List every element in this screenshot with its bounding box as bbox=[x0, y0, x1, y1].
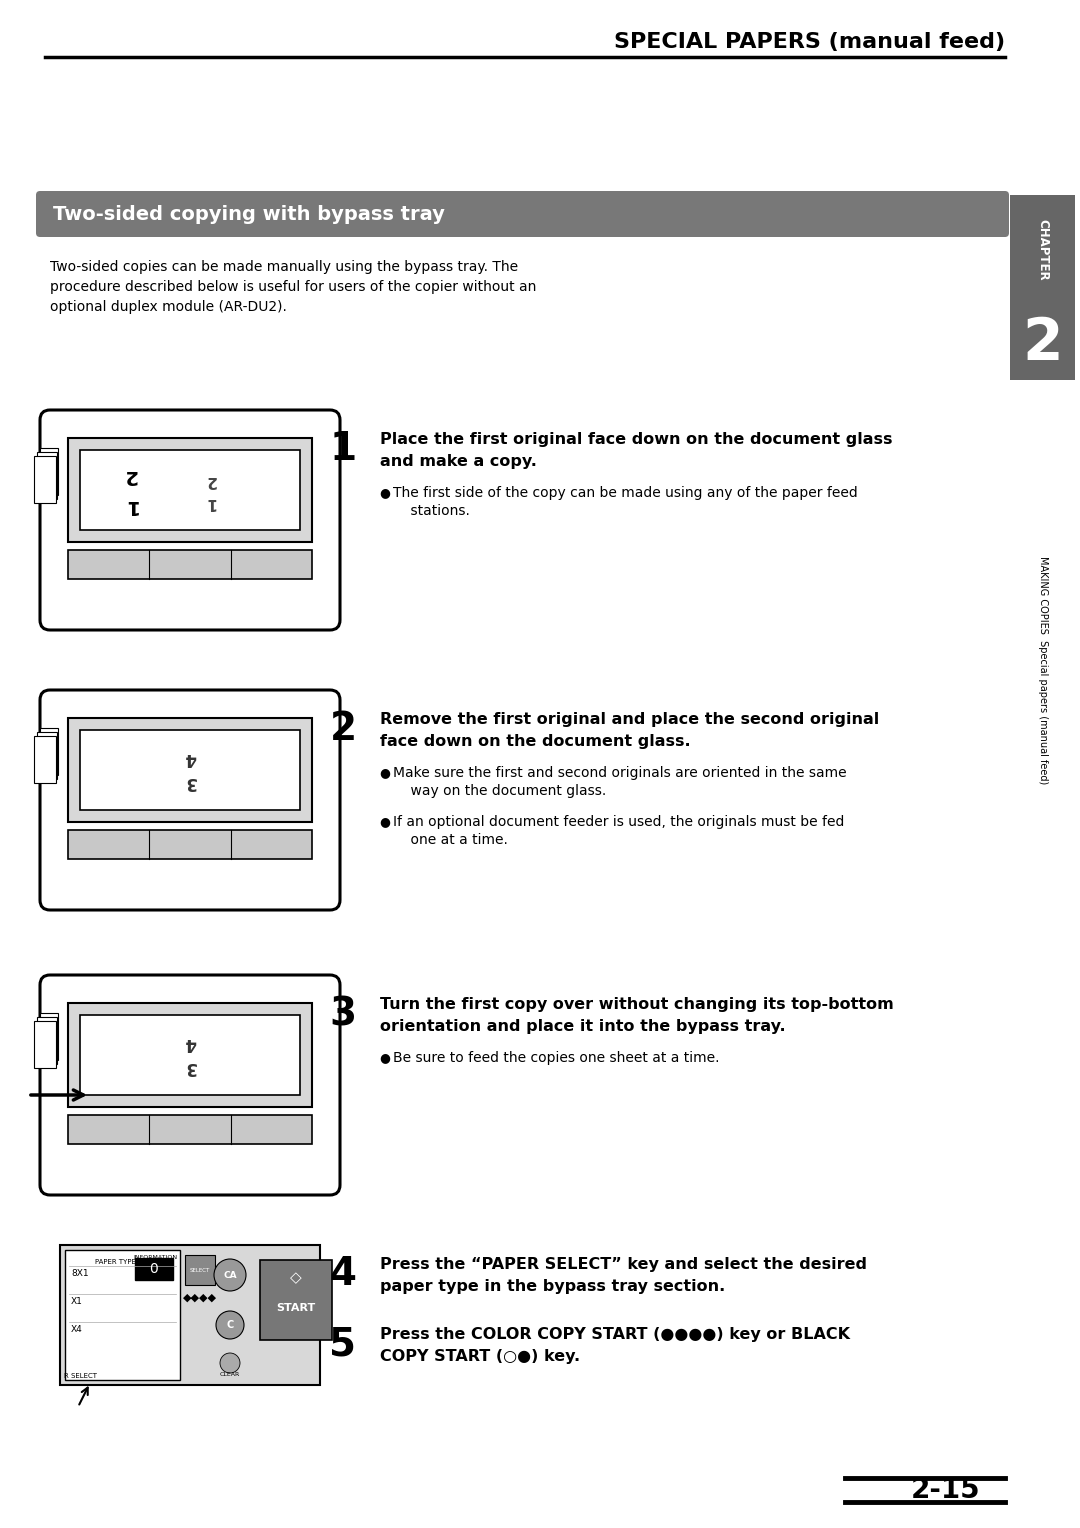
Bar bbox=[60, 1245, 320, 1384]
Bar bbox=[1010, 196, 1075, 380]
Text: Press the COLOR COPY START (●●●●) key or BLACK: Press the COLOR COPY START (●●●●) key or… bbox=[380, 1326, 850, 1342]
Bar bbox=[135, 1258, 173, 1280]
Text: SPECIAL PAPERS (manual feed): SPECIAL PAPERS (manual feed) bbox=[613, 32, 1005, 52]
Text: 2: 2 bbox=[123, 466, 137, 484]
Text: 3: 3 bbox=[185, 773, 195, 792]
Text: 2-15: 2-15 bbox=[910, 1476, 980, 1504]
Text: CHAPTER: CHAPTER bbox=[1036, 219, 1049, 281]
Text: C: C bbox=[227, 1320, 233, 1329]
Text: ◇: ◇ bbox=[291, 1270, 302, 1285]
Bar bbox=[65, 1250, 180, 1380]
Text: SELECT: SELECT bbox=[190, 1268, 211, 1273]
Bar bbox=[68, 439, 312, 542]
Text: orientation and place it into the bypass tray.: orientation and place it into the bypass… bbox=[380, 1019, 785, 1034]
Text: 4: 4 bbox=[329, 1254, 356, 1293]
Text: Two-sided copies can be made manually using the bypass tray. The
procedure descr: Two-sided copies can be made manually us… bbox=[50, 260, 537, 315]
Bar bbox=[37, 452, 57, 500]
Text: 0: 0 bbox=[150, 1262, 159, 1276]
Text: face down on the document glass.: face down on the document glass. bbox=[380, 733, 690, 749]
Text: Turn the first copy over without changing its top-bottom: Turn the first copy over without changin… bbox=[380, 996, 894, 1012]
Text: START: START bbox=[276, 1303, 315, 1313]
Text: The first side of the copy can be made using any of the paper feed
    stations.: The first side of the copy can be made u… bbox=[393, 486, 858, 518]
Text: CLEAR: CLEAR bbox=[220, 1372, 240, 1377]
Text: Make sure the first and second originals are oriented in the same
    way on the: Make sure the first and second originals… bbox=[393, 766, 847, 799]
Bar bbox=[80, 1015, 300, 1096]
Bar bbox=[185, 1254, 215, 1285]
Text: ◆◆◆◆: ◆◆◆◆ bbox=[183, 1293, 217, 1303]
Bar bbox=[68, 1002, 312, 1106]
Text: 1: 1 bbox=[205, 495, 215, 509]
Text: ●: ● bbox=[379, 1051, 390, 1063]
Text: 2: 2 bbox=[329, 711, 356, 749]
Text: X1: X1 bbox=[71, 1297, 83, 1306]
Bar bbox=[40, 448, 58, 495]
Bar bbox=[33, 736, 56, 784]
FancyBboxPatch shape bbox=[40, 691, 340, 911]
Bar bbox=[33, 1021, 56, 1068]
FancyBboxPatch shape bbox=[40, 975, 340, 1195]
Text: paper type in the bypass tray section.: paper type in the bypass tray section. bbox=[380, 1279, 726, 1294]
Bar bbox=[40, 1013, 58, 1060]
Text: 4: 4 bbox=[185, 749, 195, 767]
Bar bbox=[68, 550, 312, 579]
FancyBboxPatch shape bbox=[36, 191, 1009, 237]
Bar bbox=[68, 830, 312, 859]
Text: 4: 4 bbox=[185, 1034, 195, 1051]
Text: R SELECT: R SELECT bbox=[64, 1374, 97, 1378]
Text: and make a copy.: and make a copy. bbox=[380, 454, 537, 469]
Text: PAPER TYPE: PAPER TYPE bbox=[95, 1259, 136, 1265]
Text: Be sure to feed the copies one sheet at a time.: Be sure to feed the copies one sheet at … bbox=[393, 1051, 719, 1065]
Text: 1: 1 bbox=[123, 495, 137, 515]
Bar bbox=[80, 451, 300, 530]
Circle shape bbox=[214, 1259, 246, 1291]
Text: 8X1: 8X1 bbox=[71, 1270, 89, 1279]
Text: ●: ● bbox=[379, 766, 390, 779]
Text: If an optional document feeder is used, the originals must be fed
    one at a t: If an optional document feeder is used, … bbox=[393, 814, 845, 848]
Text: ●: ● bbox=[379, 814, 390, 828]
Bar bbox=[40, 729, 58, 775]
Bar bbox=[260, 1261, 332, 1340]
Text: CA: CA bbox=[224, 1270, 237, 1279]
Text: Press the “PAPER SELECT” key and select the desired: Press the “PAPER SELECT” key and select … bbox=[380, 1258, 867, 1271]
Text: MAKING COPIES  Special papers (manual feed): MAKING COPIES Special papers (manual fee… bbox=[1038, 556, 1048, 784]
Text: X4: X4 bbox=[71, 1325, 83, 1334]
Text: 1: 1 bbox=[329, 429, 356, 468]
Circle shape bbox=[220, 1352, 240, 1374]
Bar bbox=[68, 718, 312, 822]
Text: 2: 2 bbox=[204, 472, 215, 487]
Text: 2: 2 bbox=[1022, 315, 1063, 371]
Bar bbox=[80, 730, 300, 810]
Text: ●: ● bbox=[379, 486, 390, 500]
Circle shape bbox=[216, 1311, 244, 1339]
Text: 5: 5 bbox=[329, 1325, 356, 1363]
Text: INFORMATION: INFORMATION bbox=[134, 1254, 178, 1261]
Text: Remove the first original and place the second original: Remove the first original and place the … bbox=[380, 712, 879, 727]
Bar bbox=[37, 1018, 57, 1063]
FancyBboxPatch shape bbox=[40, 410, 340, 630]
Text: Place the first original face down on the document glass: Place the first original face down on th… bbox=[380, 432, 892, 448]
Bar bbox=[68, 1115, 312, 1144]
Text: Two-sided copying with bypass tray: Two-sided copying with bypass tray bbox=[53, 205, 445, 223]
Text: 3: 3 bbox=[185, 1057, 195, 1076]
Text: 3: 3 bbox=[329, 995, 356, 1033]
Bar bbox=[37, 732, 57, 779]
Bar bbox=[33, 457, 56, 503]
Text: COPY START (○●) key.: COPY START (○●) key. bbox=[380, 1349, 580, 1365]
